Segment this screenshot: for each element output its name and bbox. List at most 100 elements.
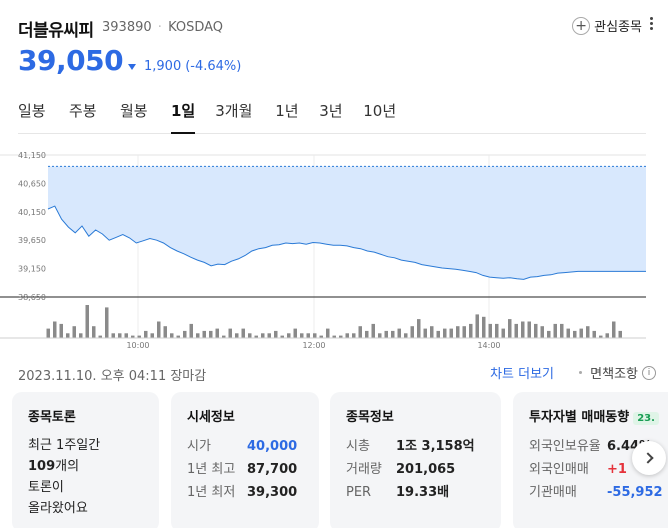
volume-bar <box>521 321 525 338</box>
discussion-card[interactable]: 종목토론 최근 1주일간 109개의 토론이 올라왔어요 <box>12 392 159 528</box>
volume-bar <box>514 323 518 338</box>
volume-bar <box>605 333 609 338</box>
separator-dot: · <box>157 20 162 35</box>
info-row: 시총 1조 3,158억 <box>346 439 475 454</box>
volume-bar <box>345 333 349 338</box>
volume-bar <box>313 333 317 338</box>
volume-bar <box>358 326 362 338</box>
volume-bar <box>79 333 83 338</box>
info-icon: i <box>642 365 656 380</box>
y-tick-label: 40,150 <box>18 208 46 217</box>
volume-bar <box>547 330 551 338</box>
info-row: 시가 40,000 <box>187 439 298 454</box>
next-card-button[interactable] <box>632 441 666 475</box>
volume-bar <box>261 333 265 338</box>
y-tick-label: 39,650 <box>18 236 46 245</box>
stock-name: 더블유씨피 <box>18 21 94 41</box>
volume-bar <box>592 330 596 338</box>
discussion-count: 109 <box>28 459 56 474</box>
volume-bar <box>157 321 161 338</box>
volume-bar <box>612 321 616 338</box>
stock-info-card[interactable]: 종목정보 시총 1조 3,158억 거래량 201,065 PER 19.33배 <box>330 392 501 528</box>
volume-bar <box>384 330 388 338</box>
volume-bar <box>46 328 50 338</box>
volume-bar <box>566 328 570 338</box>
volume-bar <box>300 333 304 338</box>
separator-dot <box>579 371 583 374</box>
volume-bar <box>163 326 167 338</box>
tab-weekly[interactable]: 주봉 <box>69 102 97 120</box>
area-fill <box>48 166 646 280</box>
volume-bar <box>482 316 486 338</box>
volume-bar <box>332 335 336 338</box>
volume-bar <box>339 335 343 338</box>
volume-bar <box>176 335 180 338</box>
tab-3years[interactable]: 3년 <box>319 102 343 120</box>
volume-bar <box>430 326 434 338</box>
volume-bar <box>235 333 239 338</box>
volume-bar <box>449 328 453 338</box>
chart-more-link[interactable]: 차트 더보기 <box>490 367 554 382</box>
volume-bar <box>222 335 226 338</box>
disclaimer-label: 면책조항 <box>590 367 638 382</box>
volume-bar <box>527 321 531 338</box>
current-price: 39,050 <box>18 44 124 77</box>
volume-bar <box>53 321 57 338</box>
tab-daily[interactable]: 일봉 <box>18 102 46 120</box>
y-tick-label: 38,650 <box>18 293 46 302</box>
volume-bar <box>137 335 141 338</box>
volume-bar <box>196 333 200 338</box>
chevron-right-icon <box>641 452 654 464</box>
info-row: PER 19.33배 <box>346 485 450 500</box>
volume-bar <box>378 333 382 338</box>
watchlist-button[interactable]: + 관심종목 <box>572 16 642 35</box>
volume-bar <box>59 323 63 338</box>
plus-icon: + <box>572 16 591 35</box>
x-tick-label: 12:00 <box>302 341 325 350</box>
volume-bar <box>501 328 505 338</box>
volume-bar <box>228 328 232 338</box>
info-row: 외국인매매 +1 <box>529 462 627 477</box>
volume-bar <box>105 307 109 338</box>
date-badge: 23. <box>633 412 659 425</box>
volume-bar <box>209 330 213 338</box>
volume-bar <box>618 330 622 338</box>
volume-bar <box>274 330 278 338</box>
volume-bar <box>423 328 427 338</box>
volume-bar <box>241 328 245 338</box>
tab-10years[interactable]: 10년 <box>363 102 397 120</box>
price-change: 1,900 (-4.64%) <box>128 59 241 74</box>
volume-bar <box>417 319 421 338</box>
volume-bar <box>534 323 538 338</box>
more-options-icon[interactable] <box>648 17 654 30</box>
card-title: 시세정보 <box>187 410 235 425</box>
tab-monthly[interactable]: 월봉 <box>120 102 148 120</box>
volume-bar <box>391 330 395 338</box>
disclaimer-link[interactable]: 면책조항 i <box>579 363 656 382</box>
volume-bar <box>202 330 206 338</box>
volume-bar <box>579 328 583 338</box>
tab-1day[interactable]: 1일 <box>171 98 196 134</box>
tab-3months[interactable]: 3개월 <box>215 102 253 120</box>
y-tick-label: 40,650 <box>18 179 46 188</box>
volume-bar <box>540 326 544 338</box>
volume-bar <box>560 323 564 338</box>
x-tick-label: 10:00 <box>126 341 149 350</box>
market-timestamp: 2023.11.10. 오후 04:11 장마감 <box>18 369 207 384</box>
y-tick-label: 41,150 <box>18 151 46 160</box>
price-info-card[interactable]: 시세정보 시가 40,000 1년 최고 87,700 1년 최저 39,300 <box>171 392 319 528</box>
volume-bar <box>586 326 590 338</box>
tab-1year[interactable]: 1년 <box>275 102 299 120</box>
volume-bar <box>280 335 284 338</box>
card-title: 투자자별 매매동향 23. <box>529 406 667 425</box>
y-tick-label: 39,150 <box>18 265 46 274</box>
volume-bar <box>553 323 557 338</box>
volume-bar <box>85 305 89 338</box>
stock-code: 393890 · KOSDAQ <box>102 20 224 35</box>
volume-bar <box>573 330 577 338</box>
intraday-chart[interactable]: 41,150 40,650 40,150 39,650 39,150 38,650 10:0… <box>0 145 668 355</box>
price-line <box>47 205 646 280</box>
volume-bar <box>495 323 499 338</box>
volume-bar <box>118 333 122 338</box>
change-amount: 1,900 <box>144 59 182 74</box>
